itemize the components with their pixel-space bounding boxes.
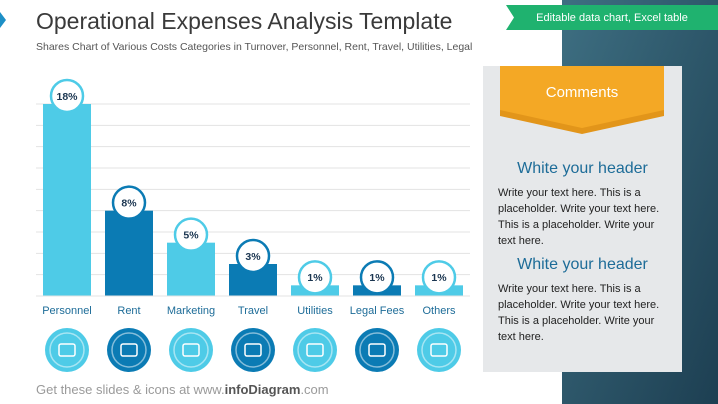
category-icon	[293, 328, 337, 372]
x-tick-label: Personnel	[42, 305, 92, 317]
category-icon-glyph	[368, 343, 386, 357]
category-icon	[231, 328, 275, 372]
tag-text: Editable data chart, Excel table	[536, 12, 688, 24]
value-label-badge	[49, 78, 85, 114]
category-icon-glyph	[182, 343, 200, 357]
category-icon-glyph	[244, 343, 262, 357]
bar	[43, 104, 91, 296]
category-icon	[107, 328, 151, 372]
category-icon-ring	[421, 332, 457, 368]
x-tick-label: Rent	[117, 305, 140, 317]
x-tick-label: Legal Fees	[350, 305, 405, 317]
value-label: 3%	[245, 251, 261, 263]
comment-text: Write your text here. This is a placehol…	[498, 283, 660, 343]
category-icon-ring	[49, 332, 85, 368]
category-icon	[417, 328, 461, 372]
value-label-badge	[297, 260, 333, 295]
comment-text: Write your text here. This is a placehol…	[498, 187, 660, 247]
category-icon-glyph	[430, 343, 448, 357]
footer-brand: infoDiagram	[225, 382, 301, 397]
category-icon-ring	[297, 332, 333, 368]
category-icon	[169, 328, 213, 372]
comment-header: White your header	[517, 160, 648, 177]
value-label: 18%	[56, 91, 78, 103]
value-label-badge	[359, 260, 395, 295]
footer-text: Get these slides & icons at www.	[36, 382, 225, 397]
value-label: 8%	[121, 197, 137, 209]
subtitle: Shares Chart of Various Costs Categories…	[36, 41, 472, 53]
category-icon-ring	[235, 332, 271, 368]
value-label: 1%	[369, 272, 385, 284]
value-label: 1%	[307, 272, 323, 284]
value-label-badge	[173, 217, 209, 252]
footer-text: .com	[300, 382, 328, 397]
value-label: 1%	[431, 272, 447, 284]
x-tick-label: Marketing	[167, 305, 215, 317]
category-icon-ring	[173, 332, 209, 368]
category-icon-glyph	[120, 343, 138, 357]
category-icon-ring	[111, 332, 147, 368]
category-icon	[355, 328, 399, 372]
category-icon	[45, 328, 89, 372]
category-icon-glyph	[306, 343, 324, 357]
value-label-badge	[111, 185, 147, 220]
category-icon-ring	[359, 332, 395, 368]
comment-banner	[500, 66, 664, 128]
category-icon-glyph	[58, 343, 76, 357]
comment-title: Comments	[546, 84, 619, 101]
footer: Get these slides & icons at www.infoDiag…	[36, 382, 329, 397]
tag-ribbon	[506, 5, 718, 30]
x-tick-label: Utilities	[297, 305, 333, 317]
title: Operational Expenses Analysis Template	[36, 8, 452, 34]
bar	[105, 210, 153, 296]
value-label: 5%	[183, 229, 199, 241]
comment-header: White your header	[517, 256, 648, 273]
value-label-badge	[235, 238, 271, 274]
corner-mark	[0, 12, 6, 28]
x-tick-label: Others	[422, 305, 456, 317]
value-label-badge	[421, 260, 457, 295]
x-tick-label: Travel	[238, 305, 268, 317]
